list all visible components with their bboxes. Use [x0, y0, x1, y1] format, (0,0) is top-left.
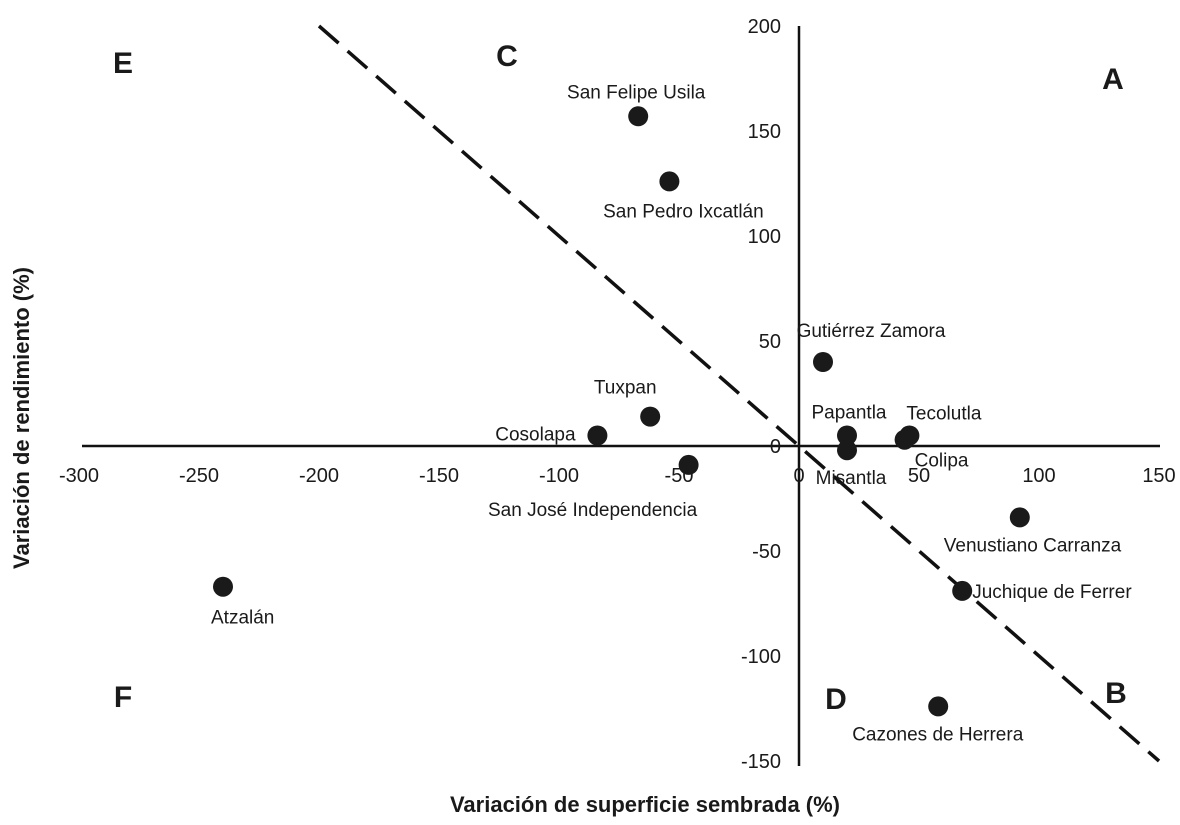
point-label: Misantla: [816, 468, 887, 489]
y-tick-label: -150: [741, 751, 781, 773]
point-label: Gutiérrez Zamora: [797, 321, 946, 342]
quadrant-label-e: E: [113, 47, 133, 80]
data-point: [899, 425, 920, 446]
quadrant-label-c: C: [496, 40, 518, 73]
reference-line: [317, 24, 1161, 763]
data-point: [628, 106, 649, 127]
y-tick-label: 0: [770, 436, 781, 458]
y-tick-labels: -150 -100 -50 0 50 100 150 200: [741, 16, 781, 773]
data-point: [928, 696, 949, 717]
data-point: [837, 425, 857, 446]
x-tick-label: -100: [539, 465, 579, 487]
x-tick-label: -200: [299, 465, 339, 487]
x-tick-labels: -300 -250 -200 -150 -100 -50 0 50 100 150: [59, 465, 1176, 487]
point-label: Tuxpan: [594, 378, 657, 399]
point-label: San Pedro Ixcatlán: [603, 201, 764, 222]
data-point: [813, 352, 833, 372]
data-point: [587, 425, 608, 446]
data-point: [678, 454, 699, 475]
x-tick-label: 100: [1022, 465, 1055, 487]
quadrant-label-a: A: [1102, 63, 1124, 96]
y-tick-label: -100: [741, 646, 781, 668]
y-tick-label: 50: [759, 331, 781, 353]
point-label: Cosolapa: [495, 425, 576, 446]
y-tick-label: 200: [748, 16, 781, 38]
y-tick-label: 150: [748, 121, 781, 143]
data-point: [952, 580, 973, 601]
x-tick-label: 50: [908, 465, 930, 487]
point-label: Papantla: [811, 403, 886, 424]
data-point: [837, 440, 857, 461]
x-tick-label: 0: [793, 465, 804, 487]
quadrant-label-b: B: [1105, 677, 1127, 710]
point-label: Colipa: [915, 451, 969, 472]
point-label: Juchique de Ferrer: [972, 582, 1132, 603]
x-tick-label: 150: [1142, 465, 1175, 487]
data-point: [1009, 507, 1030, 528]
x-tick-label: -250: [179, 465, 219, 487]
point-labels: San Felipe Usila San Pedro Ixcatlán Gutiér…: [211, 82, 1132, 745]
point-label: Tecolutla: [906, 404, 981, 425]
data-point: [640, 406, 661, 427]
y-tick-label: -50: [752, 541, 781, 563]
data-point: [659, 171, 680, 192]
quadrant-label-d: D: [825, 683, 847, 716]
x-tick-label: -300: [59, 465, 99, 487]
quadrant-label-f: F: [114, 681, 132, 714]
y-tick-label: 100: [748, 226, 781, 248]
point-label: Venustiano Carranza: [944, 535, 1122, 556]
x-tick-label: -150: [419, 465, 459, 487]
x-axis-title: Variación de superficie sembrada (%): [450, 792, 840, 817]
data-point: [213, 576, 233, 597]
data-points: [213, 106, 1030, 717]
point-label: Atzalán: [211, 608, 274, 629]
point-label: San Felipe Usila: [567, 82, 706, 103]
point-label: Cazones de Herrera: [852, 724, 1024, 745]
point-label: San José Independencia: [488, 500, 698, 521]
y-axis-title: Variación de rendimiento (%): [9, 267, 34, 569]
